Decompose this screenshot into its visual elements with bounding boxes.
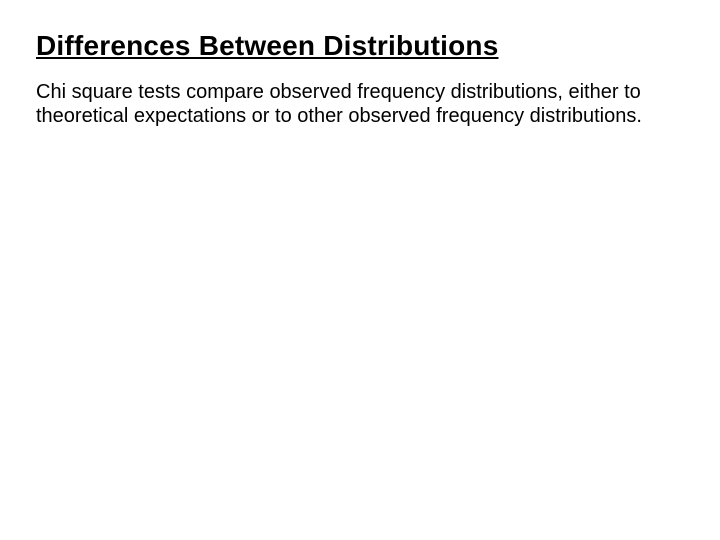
page-title: Differences Between Distributions [36, 30, 684, 62]
body-paragraph: Chi square tests compare observed freque… [36, 80, 676, 129]
